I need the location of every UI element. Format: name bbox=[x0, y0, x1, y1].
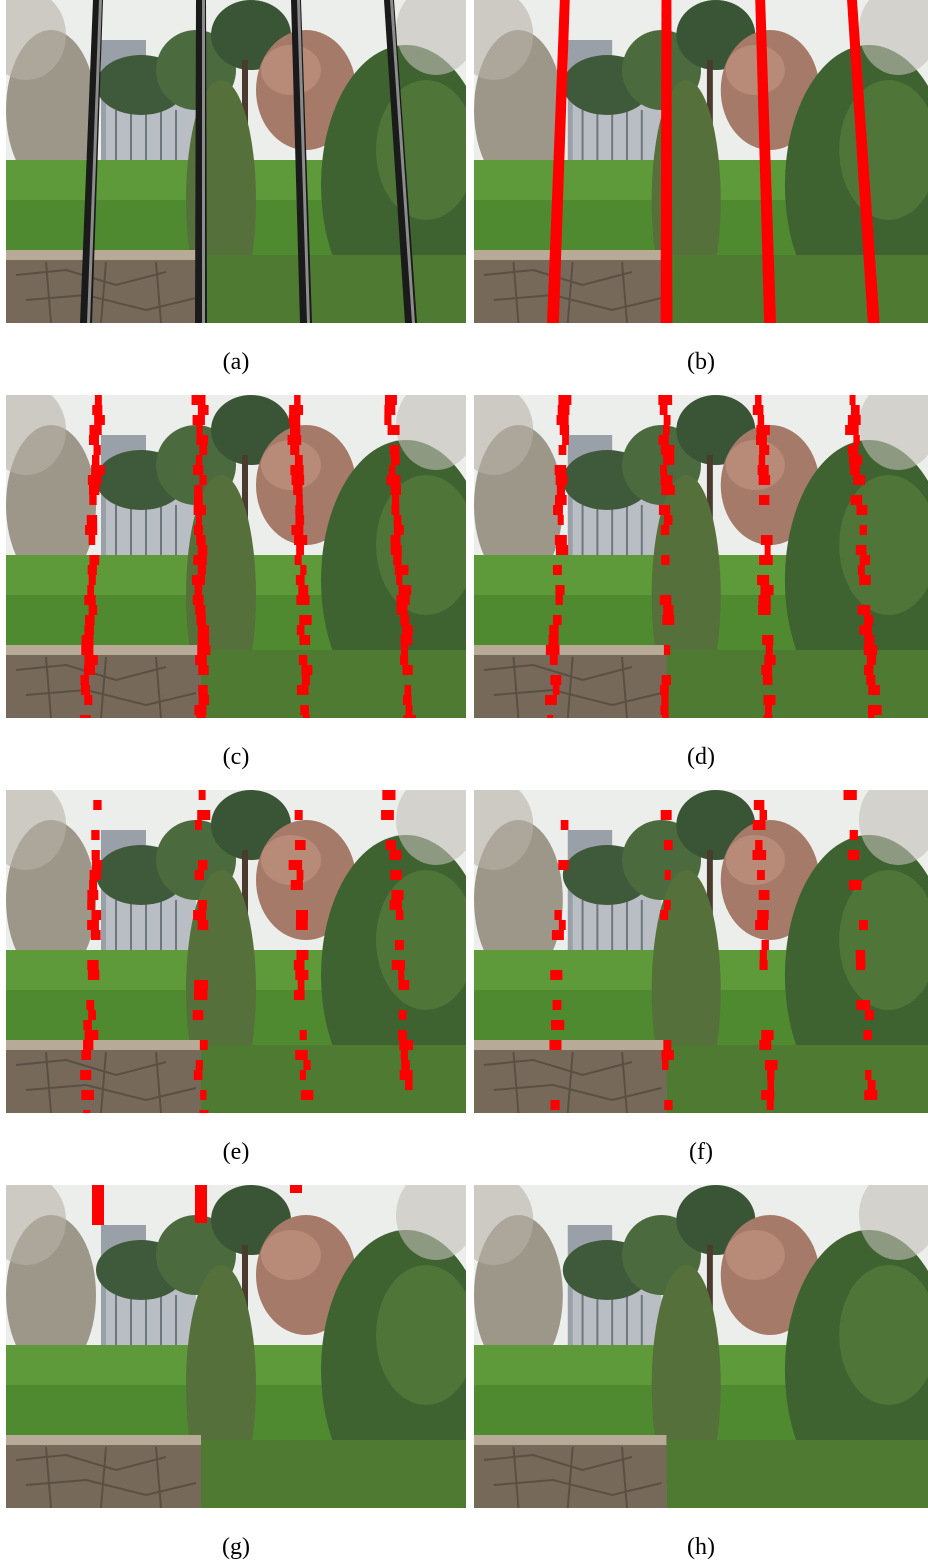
panel-caption: (g) bbox=[176, 1533, 296, 1561]
image-panel bbox=[6, 1185, 466, 1508]
figure-page: {"panels": [ {"caption": "(a)"}, {"capti… bbox=[0, 0, 928, 1568]
panel-caption: (a) bbox=[176, 348, 296, 376]
panel-caption: (d) bbox=[641, 743, 761, 771]
image-panel bbox=[6, 0, 466, 323]
image-panel bbox=[6, 790, 466, 1113]
image-panel bbox=[474, 1185, 928, 1508]
image-panel bbox=[474, 790, 928, 1113]
panel-caption: (f) bbox=[641, 1138, 761, 1166]
panel-caption: (e) bbox=[176, 1138, 296, 1166]
panel-caption: (c) bbox=[176, 743, 296, 771]
panel-caption: (b) bbox=[641, 348, 761, 376]
image-panel bbox=[474, 395, 928, 718]
image-panel bbox=[6, 395, 466, 718]
panel-caption: (h) bbox=[641, 1533, 761, 1561]
image-panel bbox=[474, 0, 928, 323]
